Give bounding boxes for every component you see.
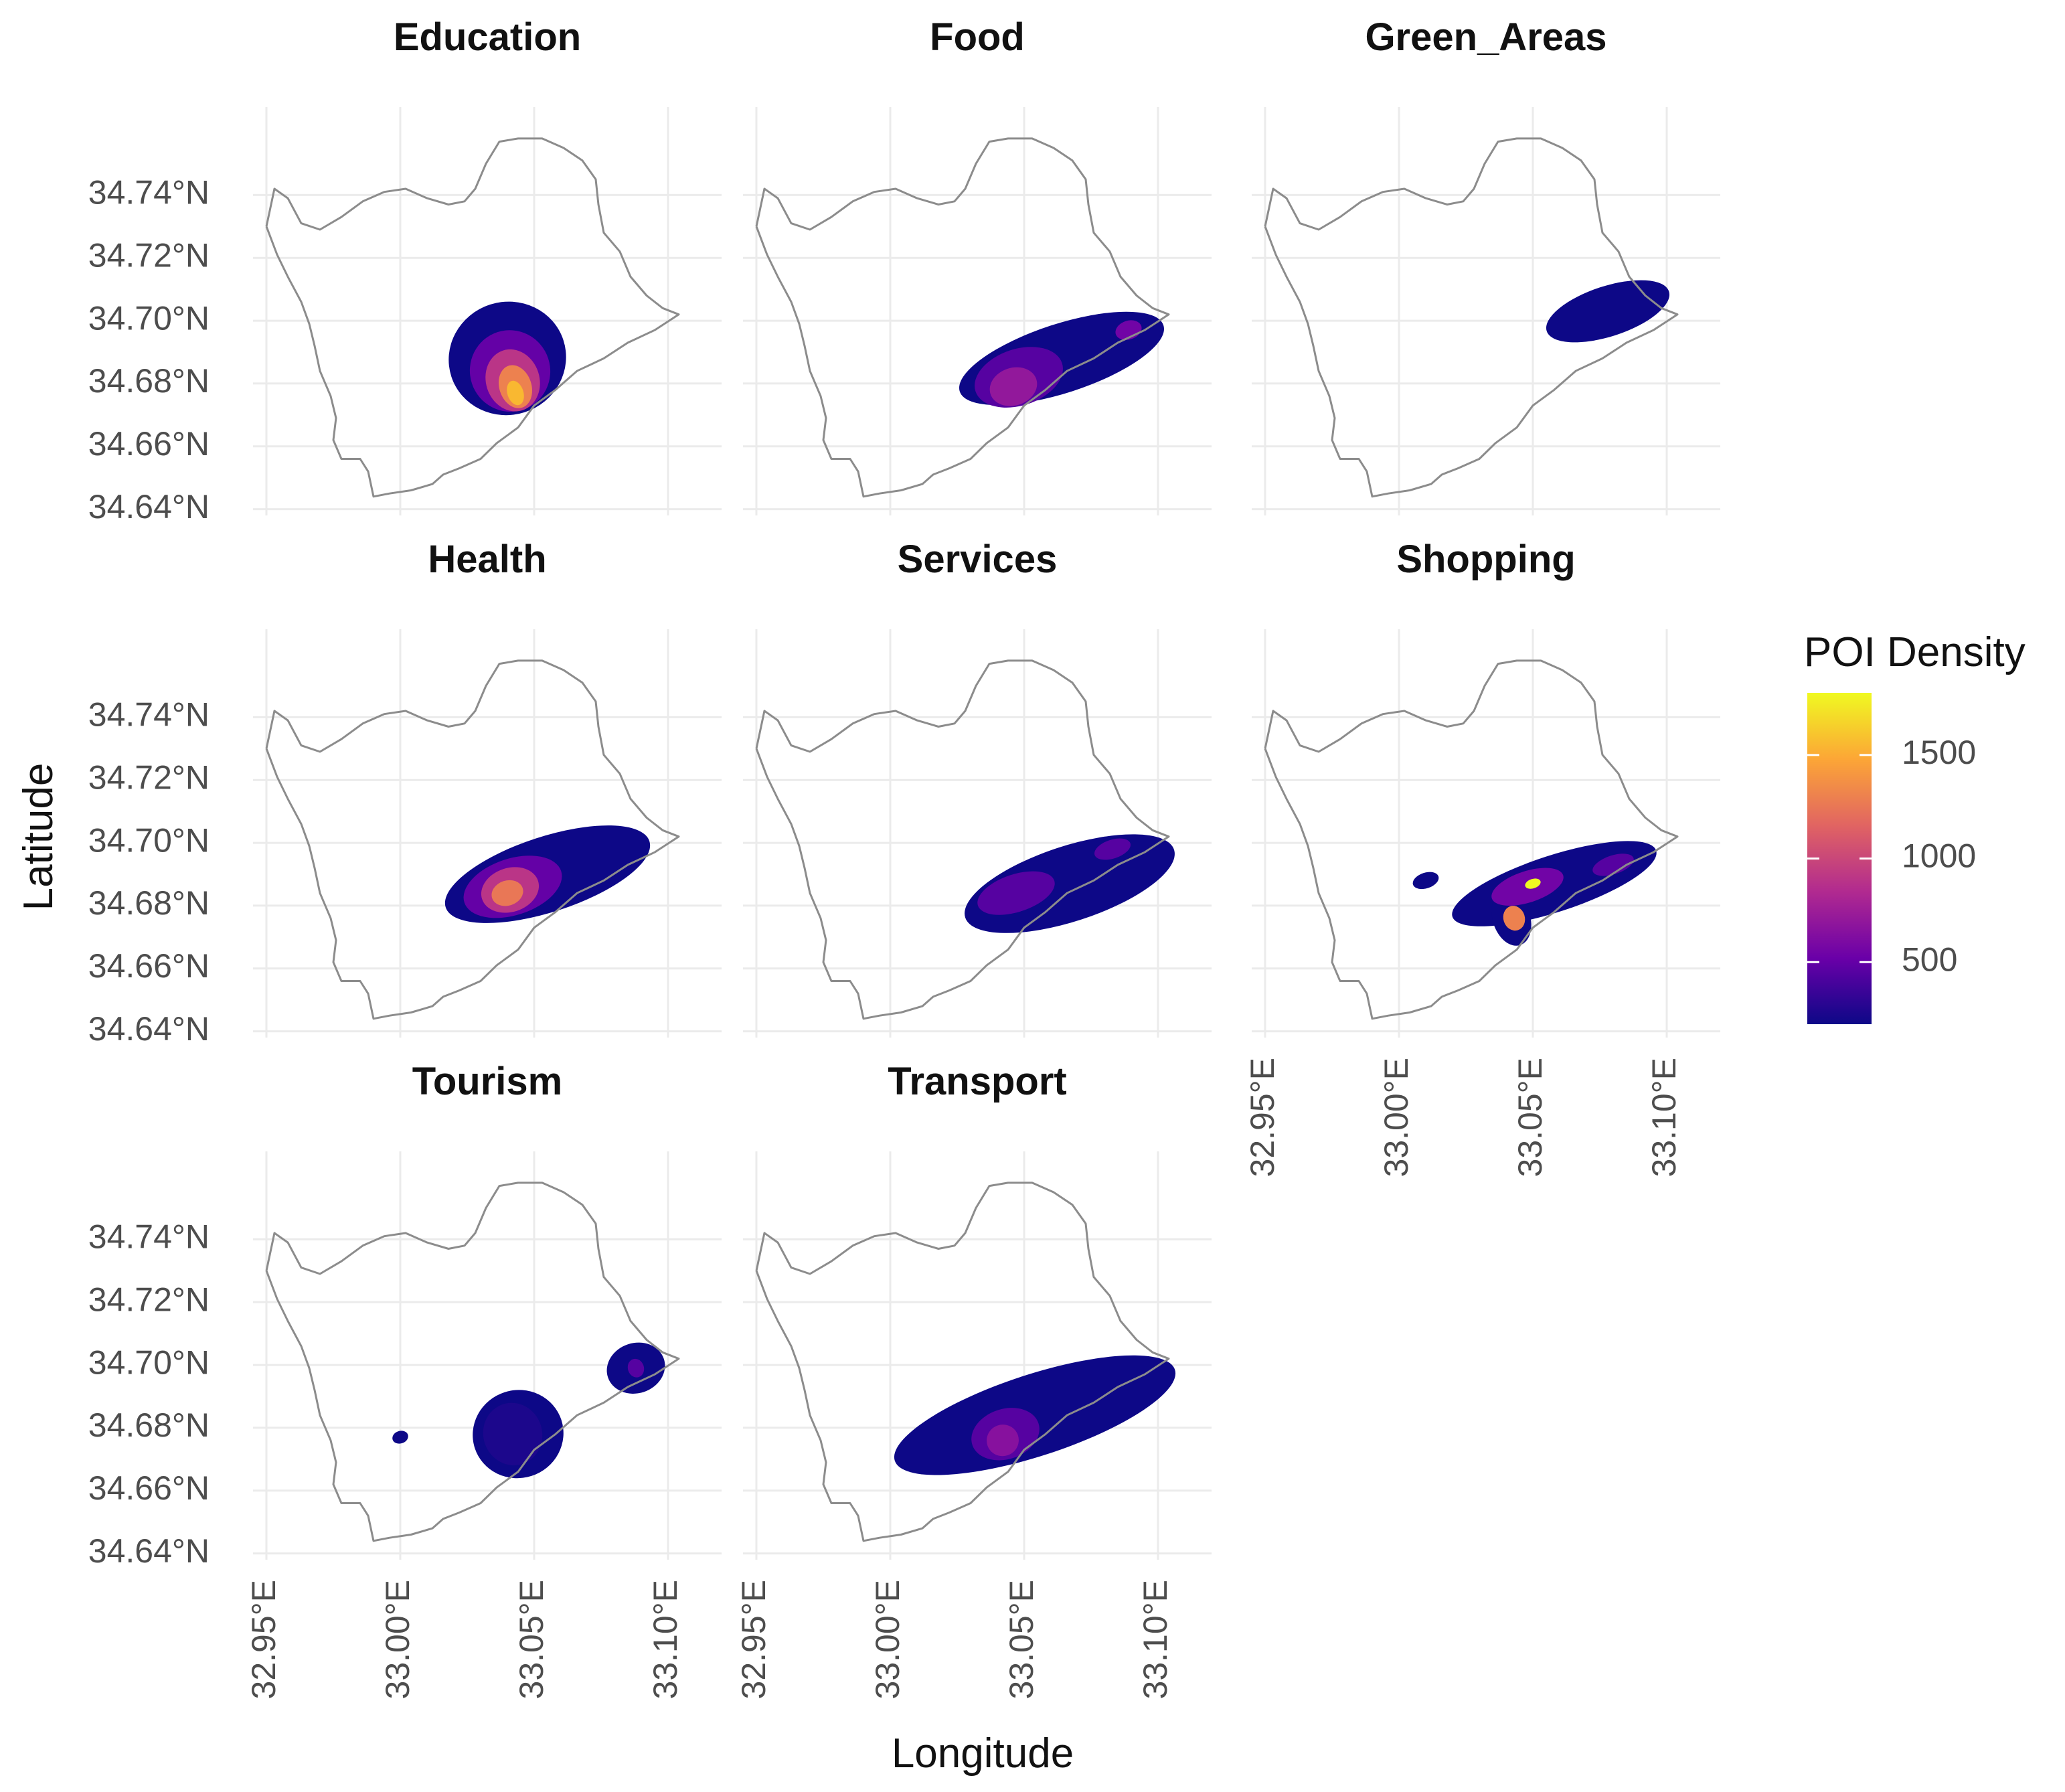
density-contour (1412, 872, 1439, 890)
district-boundary (1264, 137, 1679, 498)
axes-layer: Latitude Longitude (15, 763, 1074, 1777)
y-tick-label: 34.70°N (88, 821, 210, 859)
facet-title: Health (428, 538, 546, 581)
x-tick-label: 33.00°E (1378, 1058, 1415, 1177)
district-boundary (265, 659, 680, 1020)
y-tick-label: 34.68°N (88, 362, 210, 400)
y-tick-label: 34.66°N (88, 947, 210, 985)
facet-title: Green_Areas (1365, 15, 1606, 59)
density-contour (1094, 838, 1131, 860)
x-tick-label: 33.10°E (647, 1580, 684, 1699)
district-boundary (1264, 659, 1679, 1020)
facet-title: Transport (888, 1060, 1067, 1103)
y-tick-label: 34.64°N (88, 1010, 210, 1048)
density-contour (965, 834, 1175, 933)
density-contour (1525, 878, 1541, 889)
legend-tick-label: 1500 (1902, 734, 1976, 771)
density-contour (392, 1431, 408, 1444)
facet-title: Shopping (1396, 538, 1575, 581)
x-tick-label: 33.00°E (379, 1580, 416, 1699)
y-tick-label: 34.70°N (88, 299, 210, 337)
density-contour (1592, 853, 1634, 876)
density-contour (483, 1402, 543, 1465)
legend-title: POI Density (1804, 629, 2026, 675)
density-contour (627, 1358, 645, 1378)
y-axis-title: Latitude (15, 763, 62, 911)
x-tick-label: 33.10°E (1645, 1058, 1683, 1177)
y-tick-label: 34.66°N (88, 1469, 210, 1507)
facet-panel-tourism: Tourism 34.74°N 34.72°N 34.70°N 34.68°N 34.66… (88, 1060, 722, 1699)
y-tick-label: 34.70°N (88, 1343, 210, 1381)
density-contour (894, 1355, 1176, 1475)
district-boundary (755, 659, 1170, 1020)
x-tick-label: 33.05°E (1511, 1058, 1549, 1177)
facet-title: Food (930, 15, 1025, 59)
density-contour (507, 380, 524, 406)
y-tick-label: 34.74°N (88, 1218, 210, 1256)
facet-panel-green_areas: Green_Areas (1252, 15, 1720, 515)
x-axis-title: Longitude (892, 1730, 1074, 1777)
x-tick-label: 33.05°E (513, 1580, 550, 1699)
y-tick-label: 34.68°N (88, 1406, 210, 1444)
legend-tick-label: 1000 (1902, 837, 1976, 875)
y-tick-label: 34.72°N (88, 758, 210, 796)
y-tick-label: 34.64°N (88, 488, 210, 525)
y-tick-label: 34.74°N (88, 174, 210, 212)
legend-tick-label: 500 (1902, 941, 1957, 978)
density-contour (491, 880, 523, 906)
district-boundary (265, 1182, 680, 1542)
facet-title: Services (898, 538, 1058, 581)
facet-title: Education (394, 15, 581, 59)
facet-panel-transport: Transport 32.95°E 33.00°E 33.05°E 33.10°E (735, 1060, 1212, 1699)
x-tick-label: 32.95°E (245, 1580, 282, 1699)
facet-panel-education: Education 34.74°N 34.72°N 34.70°N 34.68°N 34.… (88, 15, 722, 525)
district-boundary (265, 137, 680, 498)
y-tick-label: 34.68°N (88, 884, 210, 922)
facet-panel-health: Health 34.74°N 34.72°N 34.70°N 34.68°N 34.66°… (88, 538, 722, 1048)
facet-panel-services: Services (743, 538, 1212, 1038)
panels-layer: Education 34.74°N 34.72°N 34.70°N 34.68°N 34.… (88, 15, 1720, 1699)
facet-panel-shopping: Shopping 32.95°E 33.00°E 33.05°E 33.10°E (1244, 538, 1720, 1177)
x-tick-label: 33.10°E (1137, 1580, 1174, 1699)
district-boundary (755, 1182, 1170, 1542)
x-tick-label: 33.00°E (869, 1580, 906, 1699)
density-contour (1503, 906, 1525, 931)
x-tick-label: 33.05°E (1003, 1580, 1040, 1699)
density-contour (977, 871, 1055, 915)
facet-title: Tourism (412, 1060, 563, 1103)
density-contour (987, 1424, 1019, 1457)
y-tick-label: 34.72°N (88, 1281, 210, 1318)
y-tick-label: 34.64°N (88, 1532, 210, 1570)
district-boundary (755, 137, 1170, 498)
y-tick-label: 34.72°N (88, 236, 210, 274)
x-tick-label: 32.95°E (1244, 1058, 1281, 1177)
x-tick-label: 32.95°E (735, 1580, 772, 1699)
legend: POI Density 500 1000 1500 (1804, 629, 2026, 1024)
facet-panel-food: Food (743, 15, 1212, 515)
legend-ticks: 500 1000 1500 (1807, 734, 1976, 978)
density-contour (989, 367, 1038, 406)
density-contour (1546, 280, 1670, 343)
density-contour (959, 311, 1165, 406)
y-tick-label: 34.66°N (88, 425, 210, 463)
y-tick-label: 34.74°N (88, 696, 210, 734)
